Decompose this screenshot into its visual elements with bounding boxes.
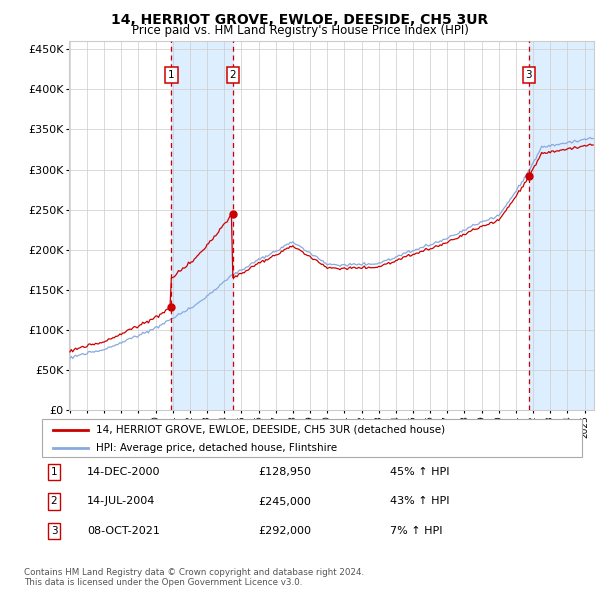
Text: 3: 3	[526, 70, 532, 80]
Text: 1: 1	[50, 467, 58, 477]
Text: 14-DEC-2000: 14-DEC-2000	[87, 467, 161, 477]
Text: Contains HM Land Registry data © Crown copyright and database right 2024.
This d: Contains HM Land Registry data © Crown c…	[24, 568, 364, 587]
Text: 2: 2	[50, 497, 58, 506]
Bar	[529, 41, 594, 410]
Text: 45% ↑ HPI: 45% ↑ HPI	[390, 467, 449, 477]
Text: HPI: Average price, detached house, Flintshire: HPI: Average price, detached house, Flin…	[96, 442, 337, 453]
Text: £245,000: £245,000	[258, 497, 311, 506]
Text: 3: 3	[50, 526, 58, 536]
Text: 2: 2	[230, 70, 236, 80]
Text: £292,000: £292,000	[258, 526, 311, 536]
Text: 7% ↑ HPI: 7% ↑ HPI	[390, 526, 443, 536]
Text: 08-OCT-2021: 08-OCT-2021	[87, 526, 160, 536]
Text: £128,950: £128,950	[258, 467, 311, 477]
Text: 14-JUL-2004: 14-JUL-2004	[87, 497, 155, 506]
Text: 14, HERRIOT GROVE, EWLOE, DEESIDE, CH5 3UR (detached house): 14, HERRIOT GROVE, EWLOE, DEESIDE, CH5 3…	[96, 425, 445, 435]
Bar	[172, 41, 233, 410]
Text: 14, HERRIOT GROVE, EWLOE, DEESIDE, CH5 3UR: 14, HERRIOT GROVE, EWLOE, DEESIDE, CH5 3…	[112, 13, 488, 27]
Text: 43% ↑ HPI: 43% ↑ HPI	[390, 497, 449, 506]
FancyBboxPatch shape	[42, 419, 582, 457]
Text: 1: 1	[168, 70, 175, 80]
Text: Price paid vs. HM Land Registry's House Price Index (HPI): Price paid vs. HM Land Registry's House …	[131, 24, 469, 37]
